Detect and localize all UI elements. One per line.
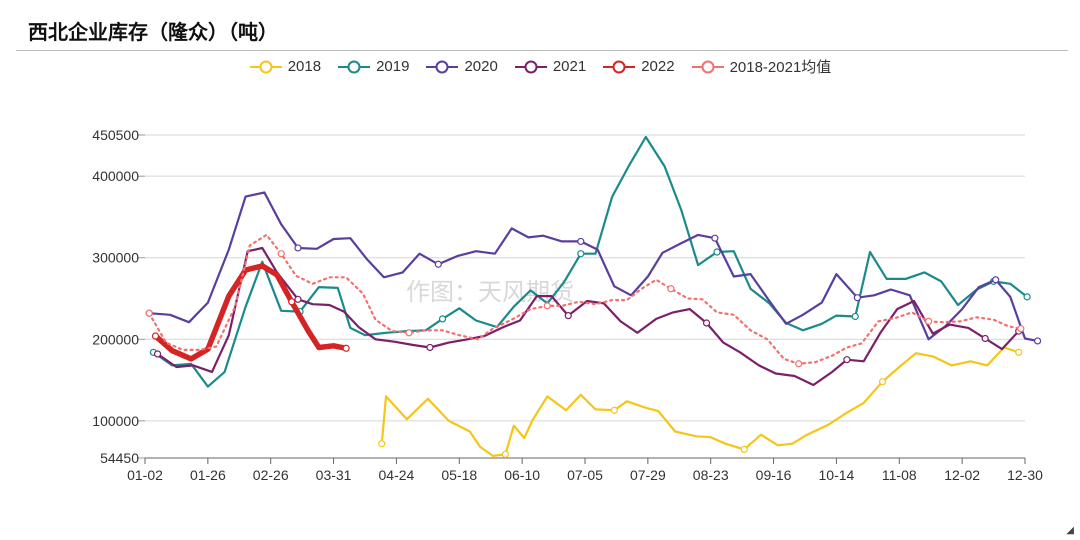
series-line-2	[152, 135, 1029, 388]
series-marker	[342, 344, 350, 352]
y-tick-label: 300000	[92, 250, 139, 266]
series-line-1	[380, 346, 1020, 457]
legend-swatch-icon	[426, 60, 459, 73]
series-marker	[992, 276, 1000, 284]
series-line-3	[148, 191, 1039, 342]
series-marker	[434, 260, 442, 268]
x-tick-label: 01-26	[190, 467, 226, 483]
chart-legend: 2018 2019 2020 2021 2022 2018-2021均值	[0, 56, 1080, 77]
x-tick-label: 08-23	[693, 467, 729, 483]
x-tick-label: 07-29	[630, 467, 666, 483]
series-marker	[405, 329, 413, 337]
series-marker	[1033, 337, 1042, 345]
series-marker	[667, 285, 675, 293]
series-marker	[294, 244, 302, 252]
legend-label: 2018-2021均值	[729, 59, 832, 76]
legend-swatch-icon	[249, 60, 282, 73]
legend-item[interactable]: 2022	[602, 56, 675, 77]
legend-swatch-icon	[691, 60, 724, 73]
legend-label: 2018	[287, 58, 322, 75]
series-marker	[1023, 293, 1031, 301]
chart-title: 西北企业库存（隆众）（吨）	[28, 20, 278, 44]
x-tick-label: 02-26	[253, 467, 289, 483]
x-tick-label: 03-31	[316, 467, 352, 483]
series-marker	[702, 319, 711, 327]
series-marker	[153, 350, 162, 358]
series-marker	[795, 360, 803, 368]
x-tick-label: 11-08	[882, 467, 917, 483]
series-marker	[878, 378, 887, 386]
series-marker	[577, 250, 585, 258]
series-marker	[543, 302, 551, 310]
series-marker	[288, 298, 296, 306]
series-marker	[501, 450, 509, 458]
legend-swatch-icon	[603, 60, 636, 73]
series-line-4	[156, 246, 1020, 387]
series-marker	[426, 343, 434, 352]
x-tick-label: 05-18	[441, 467, 477, 483]
series-marker	[277, 250, 285, 258]
x-tick-label: 01-02	[127, 467, 163, 483]
series-line-5	[152, 263, 349, 362]
legend-item[interactable]: 2019	[337, 56, 409, 77]
series-marker	[577, 237, 585, 246]
title-divider	[16, 50, 1068, 51]
series-marker	[853, 294, 861, 302]
legend-label: 2021	[552, 58, 587, 75]
series-marker	[981, 334, 989, 343]
y-tick-label: 200000	[92, 331, 139, 347]
legend-item[interactable]: 2018	[249, 56, 321, 77]
legend-item[interactable]: 2021	[514, 56, 586, 77]
series-line-6	[148, 233, 1022, 365]
legend-label: 2019	[376, 58, 410, 75]
legend-swatch-icon	[514, 60, 547, 73]
legend-item[interactable]: 2020	[425, 56, 498, 77]
y-tick-label: 54450	[100, 450, 139, 466]
x-tick-label: 06-10	[504, 467, 540, 483]
legend-label: 2022	[641, 58, 675, 75]
y-tick-label: 100000	[92, 413, 139, 429]
series-marker	[925, 317, 933, 325]
x-tick-label: 09-16	[756, 467, 792, 483]
series-marker	[843, 356, 851, 364]
series-marker	[378, 440, 386, 448]
series-marker	[713, 248, 721, 256]
series-marker	[711, 234, 719, 242]
series-marker	[1015, 348, 1023, 356]
x-tick-label: 07-05	[567, 467, 603, 483]
y-tick-label: 450500	[92, 127, 139, 143]
x-tick-label: 10-14	[819, 467, 855, 483]
resize-corner-icon: ◢	[1066, 525, 1074, 536]
x-tick-label: 12-02	[944, 467, 980, 483]
x-tick-label: 04-24	[379, 467, 415, 483]
x-tick-label: 12-30	[1007, 467, 1043, 483]
series-marker	[851, 312, 859, 321]
legend-swatch-icon	[338, 60, 371, 73]
series-marker	[294, 295, 302, 303]
legend-label: 2020	[464, 58, 498, 75]
series-marker	[145, 309, 153, 317]
series-marker	[438, 315, 447, 323]
series-marker	[1017, 325, 1025, 333]
series-marker	[610, 406, 618, 414]
series-marker	[564, 312, 572, 320]
legend-item[interactable]: 2018-2021均值	[691, 56, 832, 77]
series-marker	[151, 332, 160, 340]
series-marker	[740, 445, 748, 453]
y-tick-label: 400000	[92, 168, 139, 184]
